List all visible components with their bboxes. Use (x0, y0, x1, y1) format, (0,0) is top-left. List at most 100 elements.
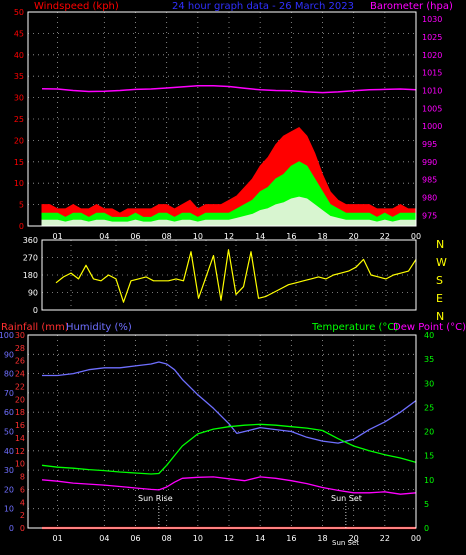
temp-panel-frame (27, 334, 417, 529)
tmp-xtick-1: 04 (99, 534, 109, 543)
wind-ytick-1: 5 (19, 201, 24, 210)
baro-ytick-10: 1025 (422, 33, 442, 42)
wind-xtick-3: 08 (162, 232, 172, 241)
rain-ytick-4: 8 (20, 473, 25, 482)
wind-ytick-5: 25 (14, 115, 24, 124)
wind-xtick-7: 16 (286, 232, 296, 241)
rain-ytick-9: 18 (15, 408, 25, 417)
rain-ytick-8: 16 (15, 421, 25, 430)
hum-ytick-2: 20 (4, 485, 14, 494)
hum-ytick-6: 60 (4, 408, 14, 417)
wind-xtick-2: 06 (130, 232, 140, 241)
temp-ytick-2: 10 (424, 476, 434, 485)
tmp-xtick-2: 06 (130, 534, 140, 543)
tmp-xtick-11: 00 (411, 534, 421, 543)
wind-ytick-2: 10 (14, 179, 24, 188)
wind-xtick-0: 01 (52, 232, 62, 241)
hum-ytick-1: 10 (4, 505, 14, 514)
dewpoint-axis-label: Dew Point (°C) (393, 322, 466, 333)
baro-ytick-4: 995 (422, 140, 437, 149)
wind-xtick-1: 04 (99, 232, 109, 241)
wind-ytick-0: 0 (19, 222, 24, 231)
wind-xtick-6: 14 (255, 232, 265, 241)
humidity-axis-label: Humidity (%) (66, 322, 132, 333)
temp-ytick-5: 25 (424, 403, 434, 412)
tmp-xtick-7: 16 (286, 534, 296, 543)
wind-xtick-8: 18 (317, 232, 327, 241)
baro-ytick-3: 990 (422, 158, 437, 167)
hum-ytick-7: 70 (4, 389, 14, 398)
dewpoint-line (41, 476, 417, 495)
direction-line (55, 249, 417, 303)
chart-marks: 0510152025303540455097598098599099510001… (0, 8, 442, 543)
humidity-line (42, 361, 417, 444)
dir-ytick-1: 90 (28, 289, 38, 298)
wind-xtick-9: 20 (349, 232, 359, 241)
hum-ytick-4: 40 (4, 447, 14, 456)
wind-xtick-11: 00 (411, 232, 421, 241)
wind-ytick-6: 30 (14, 94, 24, 103)
rain-ytick-1: 2 (20, 511, 25, 520)
rain-ytick-0: 0 (20, 524, 25, 533)
baro-ytick-9: 1020 (422, 51, 442, 60)
tmp-xtick-10: 22 (380, 534, 390, 543)
rain-ytick-10: 20 (15, 395, 25, 404)
hum-ytick-10: 100 (0, 331, 14, 340)
rain-ytick-7: 14 (15, 434, 25, 443)
temp-ytick-0: 0 (424, 524, 429, 533)
hum-ytick-8: 80 (4, 370, 14, 379)
direction-panel-frame (41, 239, 417, 311)
temp-ytick-6: 30 (424, 379, 434, 388)
temp-ytick-7: 35 (424, 355, 434, 364)
rain-ytick-13: 26 (15, 357, 25, 366)
temperature-line (41, 423, 417, 475)
rain-ytick-15: 30 (15, 331, 25, 340)
windspeed-axis-label: Windspeed (kph) (34, 1, 119, 12)
temp-ytick-1: 5 (424, 500, 429, 509)
wind-ytick-4: 20 (14, 136, 24, 145)
baro-ytick-8: 1015 (422, 69, 442, 78)
wind-ytick-7: 35 (14, 72, 24, 81)
hum-ytick-5: 50 (4, 428, 14, 437)
rain-ytick-14: 28 (15, 344, 25, 353)
tmp-xtick-6: 14 (255, 534, 265, 543)
sunrise-label: Sun Rise (138, 494, 173, 503)
rain-ytick-3: 6 (20, 485, 25, 494)
barometer-axis-label: Barometer (hpa) (370, 1, 453, 12)
tmp-xtick-3: 08 (162, 534, 172, 543)
dir-ytick-4: 360 (23, 236, 38, 245)
barometer-line (41, 85, 417, 94)
rain-ytick-5: 10 (15, 460, 25, 469)
tmp-xtick-4: 10 (193, 534, 203, 543)
tmp-xtick-0: 01 (52, 534, 62, 543)
baro-ytick-2: 985 (422, 176, 437, 185)
wind-gust-area (41, 161, 417, 227)
baro-ytick-1: 980 (422, 193, 437, 202)
rain-ytick-11: 22 (15, 382, 25, 391)
rain-ytick-2: 4 (20, 498, 25, 507)
tmp-xtick-8: 18 (317, 534, 327, 543)
wind-xtick-10: 22 (380, 232, 390, 241)
temp-ytick-8: 40 (424, 331, 434, 340)
compass-e: E (436, 292, 443, 305)
rainfall-axis-label: Rainfall (mm) (1, 322, 69, 333)
baro-ytick-5: 1000 (422, 122, 442, 131)
rain-ytick-12: 24 (15, 370, 25, 379)
wind-ytick-3: 15 (14, 158, 24, 167)
compass-w: W (436, 256, 447, 269)
wind-xtick-5: 12 (224, 232, 234, 241)
compass-s: S (436, 274, 443, 287)
sunset-axis-label: Sun Set (332, 539, 359, 547)
baro-ytick-0: 975 (422, 211, 437, 220)
dir-ytick-3: 270 (23, 254, 38, 263)
dir-ytick-2: 180 (23, 271, 38, 280)
wind-ytick-8: 40 (14, 51, 24, 60)
wind-low-area (41, 196, 417, 227)
baro-ytick-7: 1010 (422, 86, 442, 95)
compass-n-bottom: N (436, 310, 444, 323)
compass-n-top: N (436, 238, 444, 251)
wind-ytick-9: 45 (14, 29, 24, 38)
chart-title: 24 hour graph data - 26 March 2023 (172, 1, 354, 12)
hum-ytick-3: 30 (4, 466, 14, 475)
